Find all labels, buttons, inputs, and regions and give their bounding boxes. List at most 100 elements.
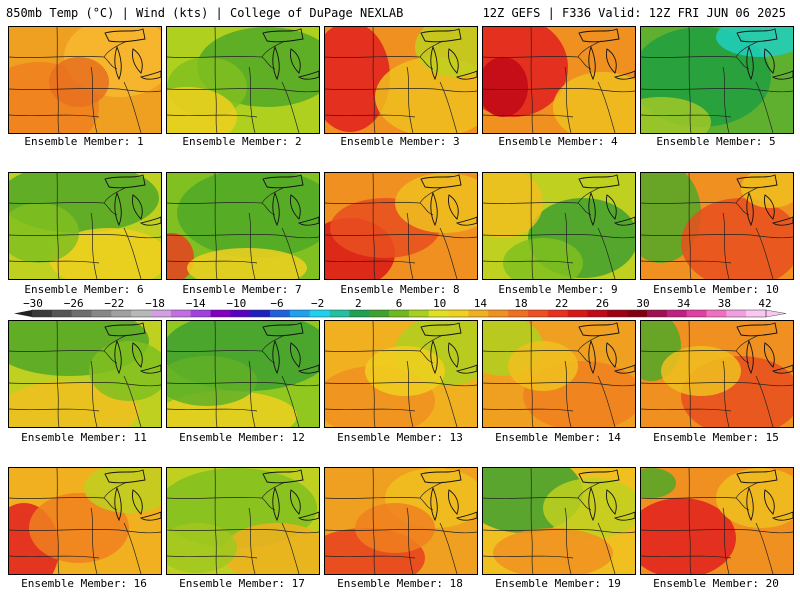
state-border [325,555,416,559]
state-border [167,382,319,387]
temperature-region [177,173,319,258]
state-border [641,555,732,559]
state-border [9,88,161,93]
state-border [248,66,256,133]
state-border [56,468,60,574]
temperature-region [167,87,237,133]
colorbar-tick-label: 26 [595,297,609,310]
state-border [755,81,774,133]
state-border [735,40,760,58]
great-lakes-outline [736,322,778,337]
state-border [9,529,161,534]
state-border [261,186,286,204]
great-lakes-outline [139,70,161,80]
state-border [9,497,118,511]
state-border [564,212,572,279]
great-lakes-outline [290,342,301,368]
great-lakes-outline [606,342,617,368]
state-border [597,81,616,133]
state-border [419,481,444,499]
great-lakes-outline [771,70,793,80]
state-border [214,468,218,574]
temperature-region [29,493,129,563]
state-border [530,27,534,133]
state-border [564,66,572,133]
colorbar-swatch [369,310,390,317]
state-border [167,88,319,93]
great-lakes-outline [290,48,301,74]
temperature-field [483,27,635,133]
state-border [56,27,60,133]
colorbar-tick-label: 42 [758,297,772,310]
state-border [406,360,414,427]
state-border [56,321,60,427]
temperature-region [508,341,578,391]
great-lakes-outline [114,339,122,375]
great-lakes-outline [771,511,793,521]
colorbar-swatch [746,310,767,317]
great-lakes-outline [430,191,438,227]
colorbar-tick-label: 22 [555,297,569,310]
state-border [722,507,730,574]
state-border [325,202,434,216]
colorbar-swatch [389,310,410,317]
great-lakes-outline [455,364,477,374]
state-border [641,529,793,534]
colorbar-swatch [91,310,112,317]
great-lakes-outline [139,364,161,374]
ensemble-map-panel [482,26,636,134]
state-border [688,468,692,574]
state-border [483,88,635,93]
state-border [641,114,732,118]
state-border [688,321,692,427]
great-lakes-outline [272,191,280,227]
ensemble-member-label: Ensemble Member: 20 [653,577,779,590]
ensemble-map-panel [166,467,320,575]
colorbar-swatch [408,310,430,317]
colorbar-swatch [567,310,588,317]
colorbar-swatch [190,310,211,317]
great-lakes-outline [613,364,635,374]
colorbar-tick-label: −2 [311,297,325,310]
great-lakes-outline [139,511,161,521]
great-lakes-outline [455,70,477,80]
colorbar-swatch [309,310,330,317]
state-border [325,56,434,70]
ensemble-map-panel [8,467,162,575]
state-border [641,260,732,264]
temperature-region [355,503,435,553]
ensemble-map-panel [166,320,320,428]
state-border [167,529,319,534]
great-lakes-outline [764,194,775,220]
ensemble-map-panel [324,26,478,134]
great-lakes-outline [114,191,122,227]
great-lakes-outline [139,216,161,226]
great-lakes-outline [272,486,280,522]
great-lakes-outline [606,489,617,515]
great-lakes-outline [588,191,596,227]
colorbar-tick-label: −26 [63,297,84,310]
colorbar-swatch [289,310,311,317]
great-lakes-outline [764,342,775,368]
great-lakes-outline [606,48,617,74]
state-border [261,481,286,499]
great-lakes-outline [272,45,280,81]
colorbar-swatch [686,310,707,317]
state-border [103,186,128,204]
state-border [9,260,100,264]
ensemble-map-panel [640,172,794,280]
state-border [564,360,572,427]
temperature-region [187,248,307,279]
great-lakes-outline [613,511,635,521]
great-lakes-outline [262,28,304,43]
state-border [372,321,376,427]
state-border [325,260,416,264]
state-border [483,234,635,239]
great-lakes-outline [104,322,146,337]
colorbar-tick-label: −22 [104,297,125,310]
colorbar-swatch [71,310,92,317]
state-border [103,40,128,58]
state-border [597,522,616,574]
colorbar-tick-label: −14 [185,297,206,310]
colorbar-swatch [230,310,251,317]
